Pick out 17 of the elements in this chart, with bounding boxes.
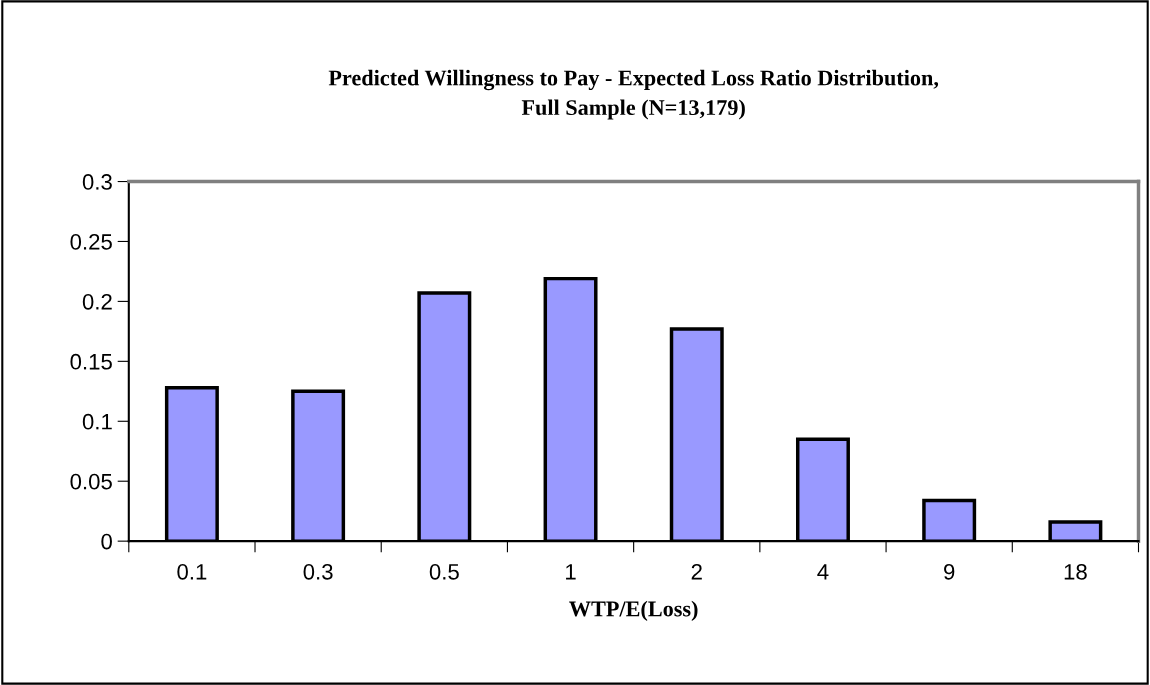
y-tick-label: 0.05 [70, 473, 112, 490]
x-tick-label: 18 [1064, 563, 1087, 580]
x-tick-label: 0.3 [303, 563, 333, 580]
y-tick-label: 0 [101, 533, 112, 550]
x-tick-label: 4 [817, 564, 829, 580]
y-tick-label: 0.25 [70, 234, 112, 250]
y-tick-label: 0.2 [82, 293, 112, 310]
x-tick-label: 0.5 [429, 563, 459, 580]
x-tick-label: 0.1 [177, 563, 207, 580]
y-tick-label: 0.15 [70, 353, 112, 370]
x-tick-label: 1 [566, 564, 576, 580]
x-axis-title: WTP/E(Loss) [569, 600, 698, 621]
chart-title: Predicted Willingness to Pay - Expected Loss Ratio Distribution, Full Sample (N=13,179) [328, 69, 939, 120]
y-tick-label: 0.3 [82, 174, 112, 190]
x-tick-label: 9 [944, 563, 955, 580]
y-tick-label: 0.1 [82, 413, 112, 430]
x-tick-label: 2 [691, 563, 702, 580]
